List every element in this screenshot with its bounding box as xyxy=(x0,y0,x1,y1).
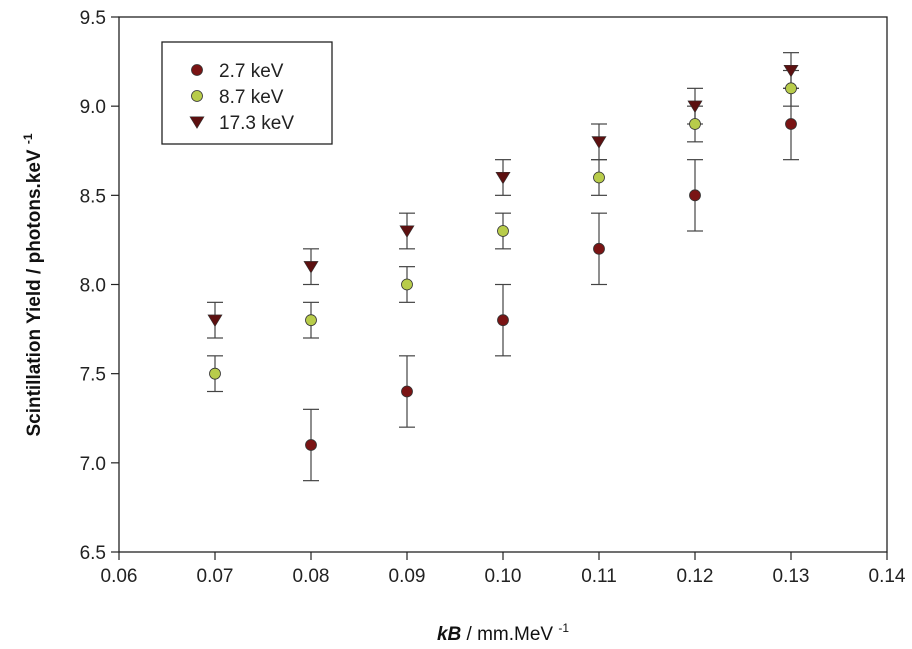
y-tick-label: 7.0 xyxy=(80,454,106,475)
y-tick-label: 8.5 xyxy=(80,186,106,207)
legend-marker xyxy=(191,90,203,102)
data-point xyxy=(303,261,319,274)
data-point xyxy=(207,314,223,328)
data-point xyxy=(495,171,511,185)
x-tick-label: 0.11 xyxy=(581,566,617,587)
x-tick-label: 0.13 xyxy=(773,566,810,587)
data-point xyxy=(305,439,317,451)
data-point xyxy=(687,100,703,114)
legend-label: 2.7 keV xyxy=(219,61,284,82)
legend-box xyxy=(161,41,333,145)
series-2 xyxy=(209,82,797,380)
data-point xyxy=(785,118,797,130)
data-point xyxy=(785,82,797,95)
x-axis: 0.06 0.07 0.08 0.09 0.10 0.11 0.12 0.13 0.14 xyxy=(101,552,906,587)
legend: 2.7 keV 8.7 keV 17.3 keV xyxy=(161,41,333,145)
series-3 xyxy=(207,64,799,328)
data-point xyxy=(593,171,605,184)
legend-label: 8.7 keV xyxy=(219,87,284,108)
series-1 xyxy=(305,118,797,451)
data-point xyxy=(399,225,415,238)
data-point xyxy=(209,367,221,380)
y-tick-label: 8.0 xyxy=(80,276,106,297)
x-tick-label: 0.14 xyxy=(869,566,906,587)
x-tick-label: 0.06 xyxy=(101,566,138,587)
legend-label: 17.3 keV xyxy=(219,113,294,134)
data-point xyxy=(783,64,799,78)
y-tick-label: 7.5 xyxy=(80,365,106,386)
x-axis-title: kB / mm.MeV -1 xyxy=(437,621,569,645)
x-tick-label: 0.12 xyxy=(677,566,714,587)
data-point xyxy=(689,118,701,130)
data-point xyxy=(497,225,509,237)
x-axis-title-italic: kB xyxy=(437,624,462,645)
y-axis: 6.5 7.0 7.5 8.0 8.5 9.0 9.5 xyxy=(80,8,119,564)
x-tick-label: 0.10 xyxy=(485,566,522,587)
x-axis-title-rest: / mm.MeV xyxy=(467,624,554,645)
y-axis-title-sup: -1 xyxy=(21,133,35,144)
data-point xyxy=(401,278,413,291)
x-tick-label: 0.09 xyxy=(389,566,426,587)
x-axis-title-sup: -1 xyxy=(558,621,569,635)
legend-marker xyxy=(191,64,203,76)
legend-marker xyxy=(189,116,205,129)
data-markers xyxy=(207,64,799,451)
y-tick-label: 9.5 xyxy=(80,8,106,29)
y-axis-title-main: Scintillation Yield / photons.keV xyxy=(24,149,45,436)
x-tick-label: 0.08 xyxy=(293,566,330,587)
data-point xyxy=(593,242,605,255)
data-point xyxy=(591,136,607,149)
y-tick-label: 9.0 xyxy=(80,97,106,118)
x-tick-label: 0.07 xyxy=(197,566,234,587)
data-point xyxy=(401,385,413,398)
data-point xyxy=(305,314,317,327)
data-point xyxy=(497,314,509,327)
y-tick-label: 6.5 xyxy=(80,543,106,564)
y-axis-title: Scintillation Yield / photons.keV -1 xyxy=(21,133,45,436)
data-point xyxy=(689,189,701,202)
